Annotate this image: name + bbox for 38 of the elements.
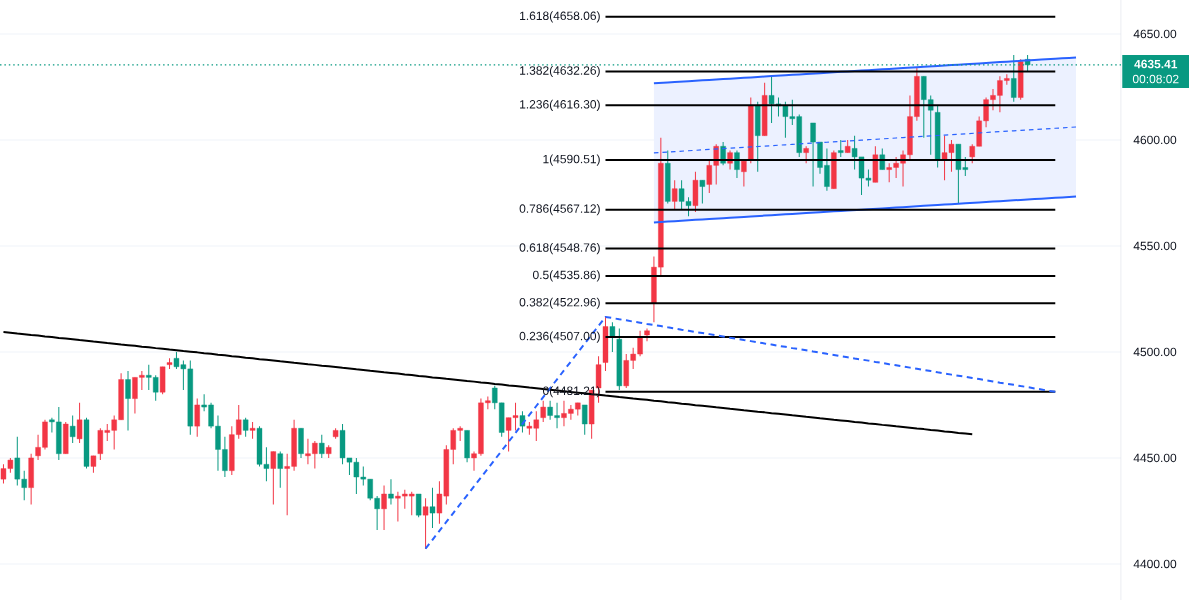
series-label: 1(4590.51) [543,154,600,166]
candlestick [194,398,200,438]
candlestick [69,415,76,444]
series-label: 0.5(4535.86) [532,270,600,282]
y-tick-label: 4550.00 [1133,241,1177,251]
candlestick [609,321,616,353]
candlestick [242,417,249,438]
y-tick-label: 4400.00 [1133,559,1177,569]
candlestick [429,487,436,529]
candlestick [125,370,131,431]
candlestick [415,493,422,518]
candlestick [699,179,706,205]
candlestick [671,179,678,211]
candlestick [319,434,325,459]
series-label: 0.382(4522.96) [519,297,600,309]
candlestick [270,451,277,506]
candlestick [422,497,429,550]
series-label: 1.618(4658.06) [520,11,600,23]
y-tick-label: 4500.00 [1133,347,1177,357]
series-label: 0.786(4567.12) [519,204,600,216]
candlestick [277,451,283,489]
candlestick [381,485,387,531]
series-label: 1.382(4632.26) [520,65,600,78]
line-series [2,331,974,436]
ref-line-label: 4635.41 [1134,59,1178,69]
candlestick [582,404,588,436]
text: 00:08:02 [1132,74,1179,84]
candlestick [540,400,546,423]
candlestick [734,150,740,179]
series-label: 1.236(4616.30) [520,99,600,111]
series-label: 0.236(4507.00) [519,331,600,343]
candlestick [76,402,83,444]
candlestick [741,158,747,188]
series-label: 0.618(4548.76) [519,242,600,255]
y-tick-label: 4450.00 [1133,453,1177,463]
y-tick-label: 4650.00 [1133,29,1177,39]
candlestick [388,478,394,506]
y-tick-label: 4600.00 [1133,135,1177,145]
